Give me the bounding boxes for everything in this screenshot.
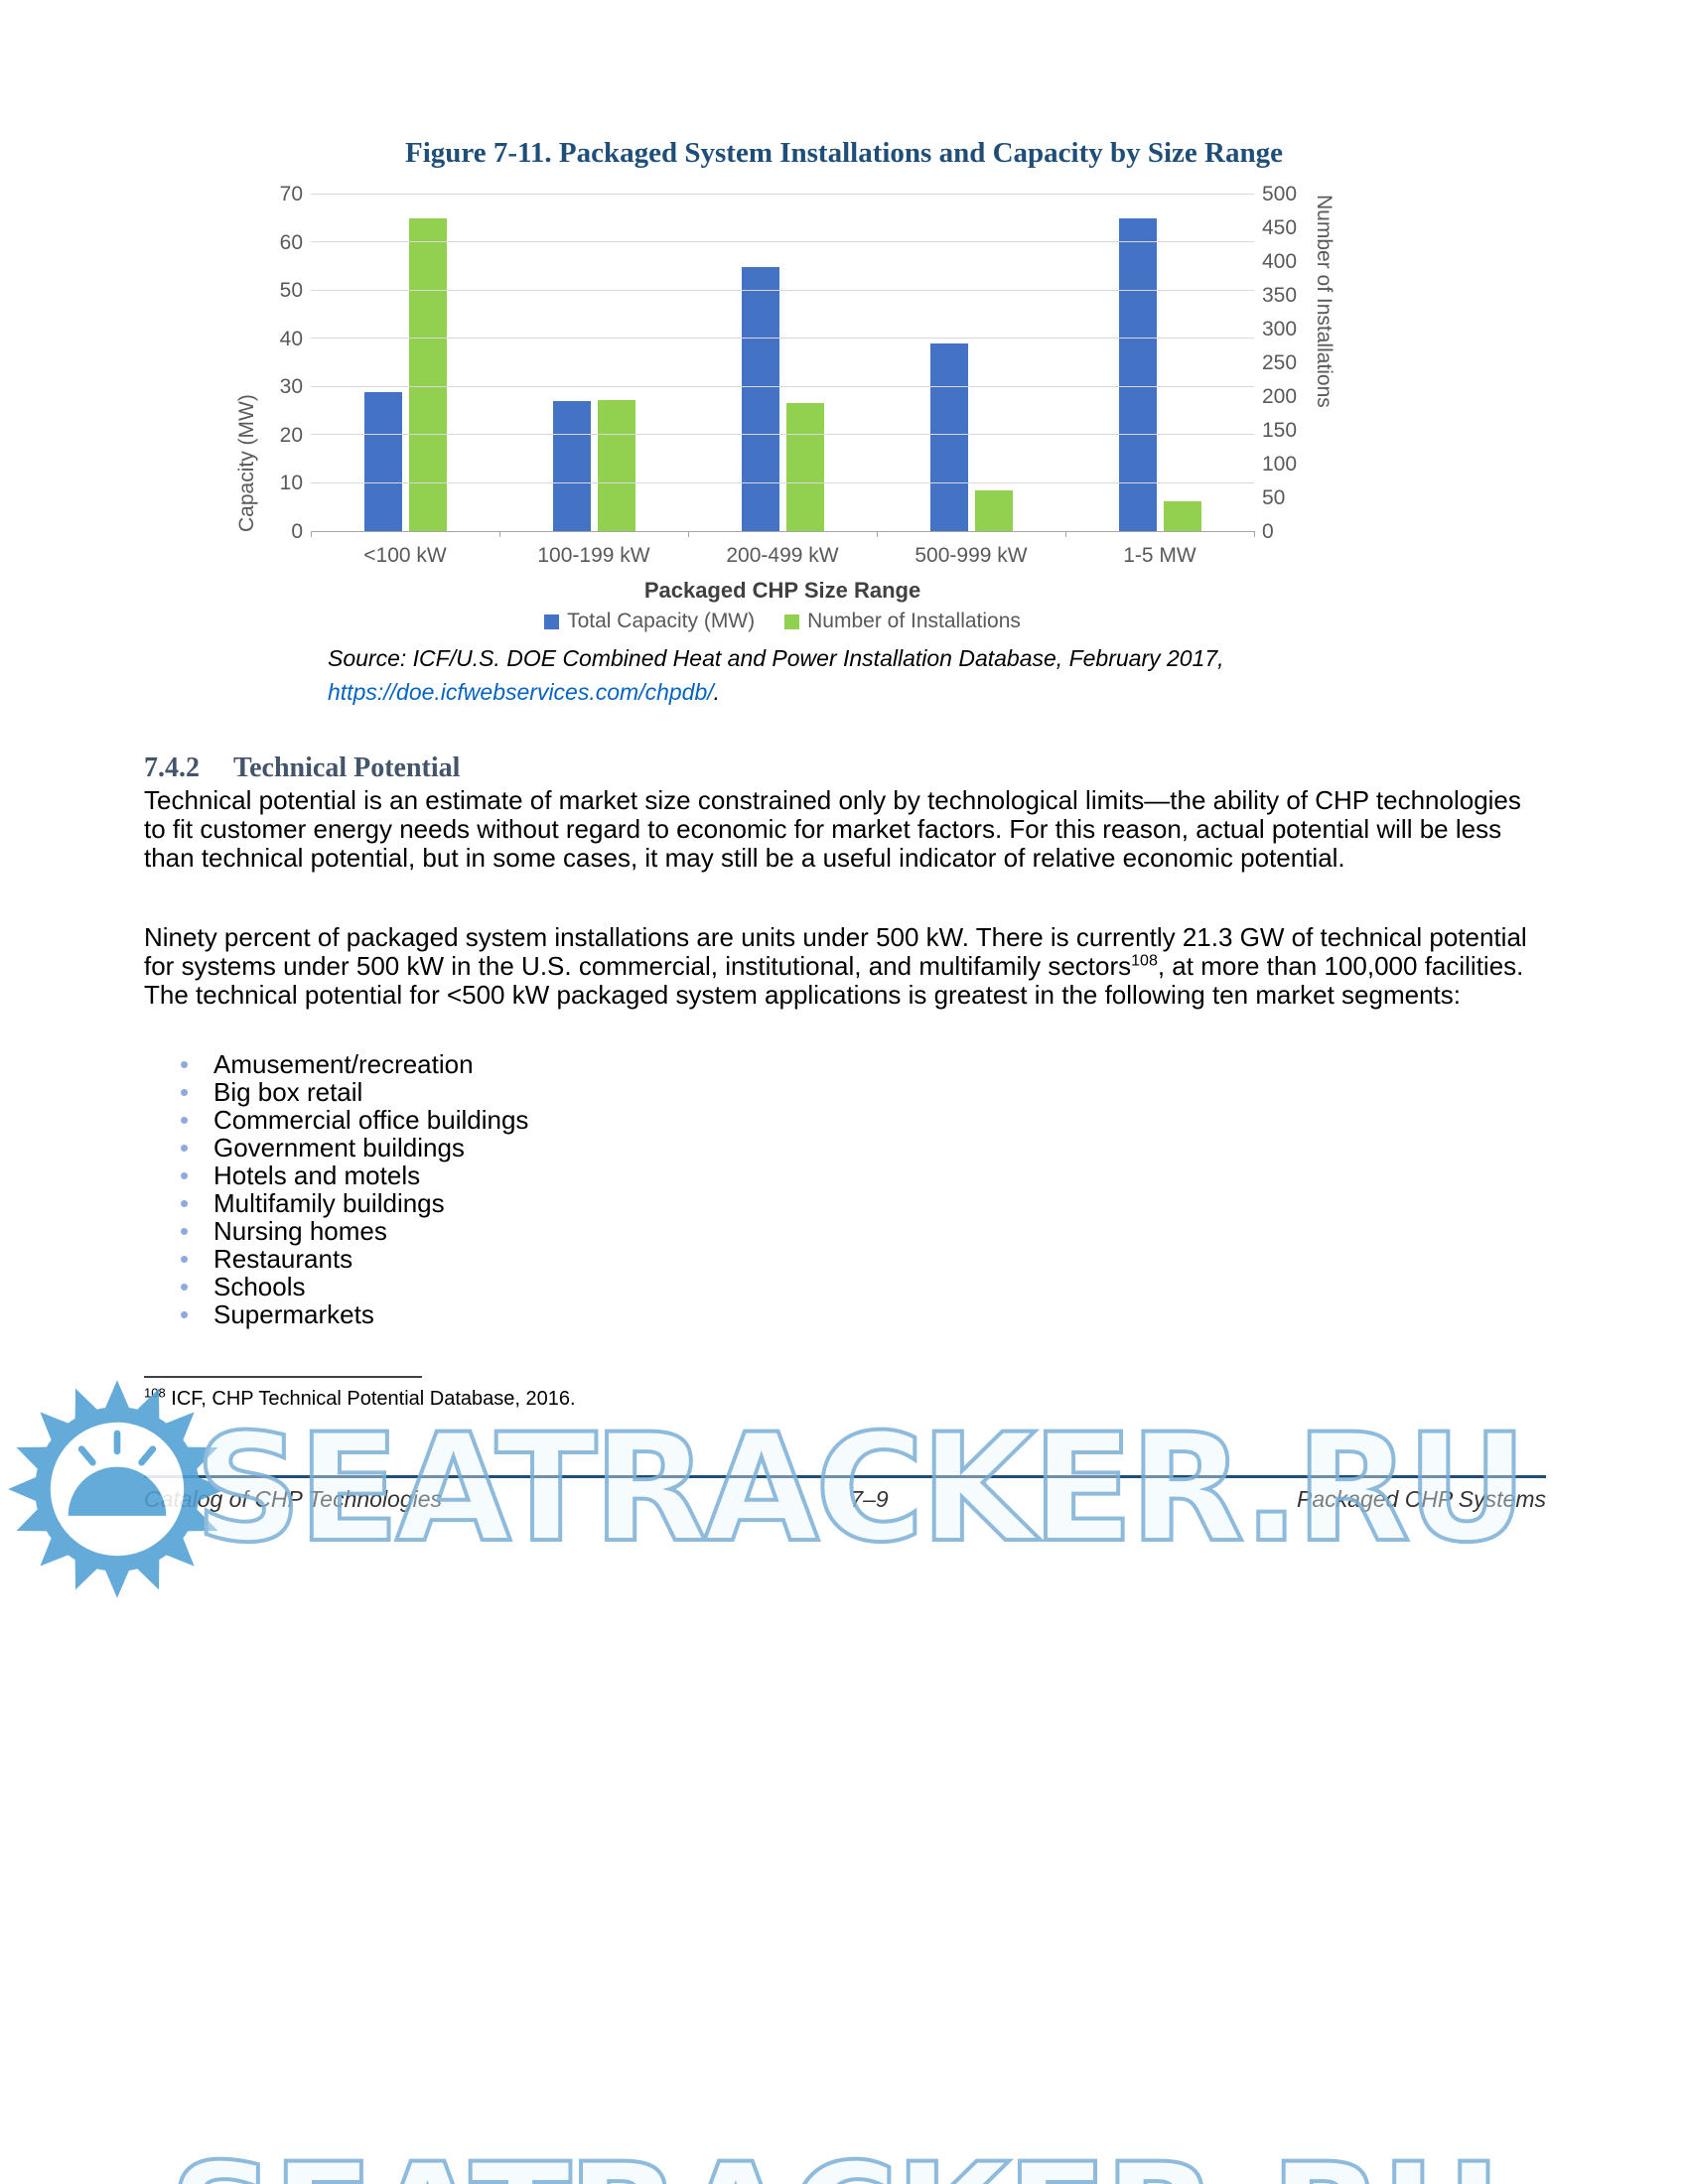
footnote: 108 ICF, CHP Technical Potential Databas… bbox=[144, 1385, 576, 1411]
legend-item: Total Capacity (MW) bbox=[544, 610, 755, 633]
legend-label: Number of Installations bbox=[807, 610, 1021, 632]
axis-tick-label: 200 bbox=[1262, 385, 1298, 408]
axis-tick-label: 50 bbox=[279, 279, 303, 303]
footer-section-title: Packaged CHP Systems bbox=[1297, 1486, 1546, 1512]
list-item: Multifamily buildings bbox=[144, 1189, 1336, 1217]
bars-row bbox=[311, 195, 1254, 531]
source-line2: https://doe.icfwebservices.com/chpdb/. bbox=[328, 675, 1224, 709]
x-axis-title: Packaged CHP Size Range bbox=[643, 578, 921, 603]
list-item: Big box retail bbox=[144, 1078, 1336, 1106]
legend-swatch bbox=[784, 614, 800, 629]
footnote-marker: 108 bbox=[144, 1385, 166, 1401]
x-axis-category-label: 1-5 MW bbox=[1123, 544, 1196, 567]
axis-tick-label: 350 bbox=[1262, 284, 1298, 307]
watermark-bottom-strip: SEATRACKER.RU bbox=[167, 2142, 1503, 2184]
footer-rule bbox=[144, 1475, 1546, 1478]
bar-capacity bbox=[1118, 218, 1157, 531]
footnote-separator bbox=[144, 1376, 422, 1378]
axis-tick-label: 400 bbox=[1262, 250, 1298, 273]
axis-tick-label: 70 bbox=[279, 183, 303, 205]
para2-text-after: , at more than 100,000 facilities. The t… bbox=[144, 951, 1524, 1010]
bar-installations bbox=[1163, 500, 1201, 531]
axis-tick-label: 100 bbox=[1262, 453, 1298, 476]
bar-installations bbox=[974, 490, 1013, 531]
list-item: Commercial office buildings bbox=[144, 1106, 1336, 1134]
axis-tick-label: 450 bbox=[1262, 216, 1298, 239]
list-item: Restaurants bbox=[144, 1245, 1336, 1273]
axis-tick-label: 30 bbox=[279, 375, 303, 399]
section-title: Technical Potential bbox=[233, 752, 461, 783]
legend-item: Number of Installations bbox=[784, 610, 1021, 633]
list-item: Schools bbox=[144, 1273, 1336, 1300]
footer-document-title: Catalog of CHP Technologies bbox=[144, 1486, 443, 1512]
chart-plot bbox=[311, 194, 1255, 537]
footnote-reference: 108 bbox=[1131, 952, 1158, 970]
bar-capacity bbox=[929, 343, 968, 531]
axis-tick-label: 40 bbox=[279, 327, 303, 350]
x-axis-category-label: 500-999 kW bbox=[914, 544, 1028, 567]
footnote-text: ICF, CHP Technical Potential Database, 2… bbox=[165, 1388, 576, 1410]
right-axis-title: Number of Installations bbox=[1313, 195, 1336, 408]
x-axis-category-label: 100-199 kW bbox=[537, 544, 650, 567]
list-item: Nursing homes bbox=[144, 1217, 1336, 1245]
list-item: Hotels and motels bbox=[144, 1161, 1336, 1189]
axis-tick-label: 0 bbox=[291, 520, 303, 543]
bar-installations bbox=[785, 403, 824, 531]
chart: Capacity (MW) 0 10 20 30 40 50 60 70 0 50 100 150 2… bbox=[235, 183, 1345, 645]
bar-capacity bbox=[552, 401, 591, 531]
page-footer: Catalog of CHP Technologies 7–9 Packaged… bbox=[144, 1486, 1546, 1513]
para2-text-before: Ninety percent of packaged system instal… bbox=[144, 922, 1527, 981]
list-item: Supermarkets bbox=[144, 1300, 1336, 1328]
bar-installations bbox=[408, 217, 447, 531]
x-axis-category-label: <100 kW bbox=[363, 544, 447, 567]
figure-caption: Figure 7-11. Packaged System Installatio… bbox=[404, 137, 1283, 169]
section-heading: 7.4.2 Technical Potential bbox=[144, 752, 460, 784]
x-labels: <100 kW 100-199 kW 200-499 kW 500-999 kW 1-5… bbox=[311, 544, 1254, 568]
bar-capacity bbox=[741, 266, 779, 531]
legend-label: Total Capacity (MW) bbox=[567, 610, 756, 632]
bar-installations bbox=[597, 399, 635, 531]
x-axis-category-label: 200-499 kW bbox=[726, 544, 839, 567]
axis-tick-label: 300 bbox=[1262, 318, 1298, 341]
footer-page-number: 7–9 bbox=[850, 1486, 889, 1512]
axis-tick-label: 60 bbox=[279, 230, 303, 254]
paragraph-market-segments: Ninety percent of packaged system instal… bbox=[144, 923, 1549, 1010]
source-line1: Source: ICF/U.S. DOE Combined Heat and P… bbox=[328, 645, 1224, 671]
paragraph-technical-potential: Technical potential is an estimate of ma… bbox=[144, 785, 1521, 873]
list-item: Amusement/recreation bbox=[144, 1050, 1336, 1078]
axis-tick-label: 150 bbox=[1262, 419, 1298, 442]
axis-tick-label: 0 bbox=[1262, 520, 1274, 543]
market-segments-list: Amusement/recreationBig box retailCommer… bbox=[144, 1050, 1336, 1328]
axis-tick-label: 250 bbox=[1262, 351, 1298, 374]
bar-capacity bbox=[363, 391, 402, 531]
source-suffix: . bbox=[713, 679, 721, 705]
right-axis-ticks: 0 50 100 150 200 250 300 350 400 450 500 bbox=[1262, 183, 1314, 543]
figure-source: Source: ICF/U.S. DOE Combined Heat and P… bbox=[328, 641, 1224, 709]
legend-swatch bbox=[544, 614, 560, 629]
axis-tick-label: 10 bbox=[279, 472, 303, 495]
axis-tick-label: 50 bbox=[1262, 486, 1286, 509]
section-number: 7.4.2 bbox=[144, 752, 200, 783]
left-axis-ticks: 0 10 20 30 40 50 60 70 bbox=[255, 183, 303, 543]
chart-legend: Total Capacity (MW) Number of Installatio… bbox=[311, 610, 1254, 633]
list-item: Government buildings bbox=[144, 1134, 1336, 1161]
axis-tick-label: 20 bbox=[279, 423, 303, 447]
axis-tick-label: 500 bbox=[1262, 183, 1298, 205]
source-link[interactable]: https://doe.icfwebservices.com/chpdb/ bbox=[328, 679, 714, 705]
